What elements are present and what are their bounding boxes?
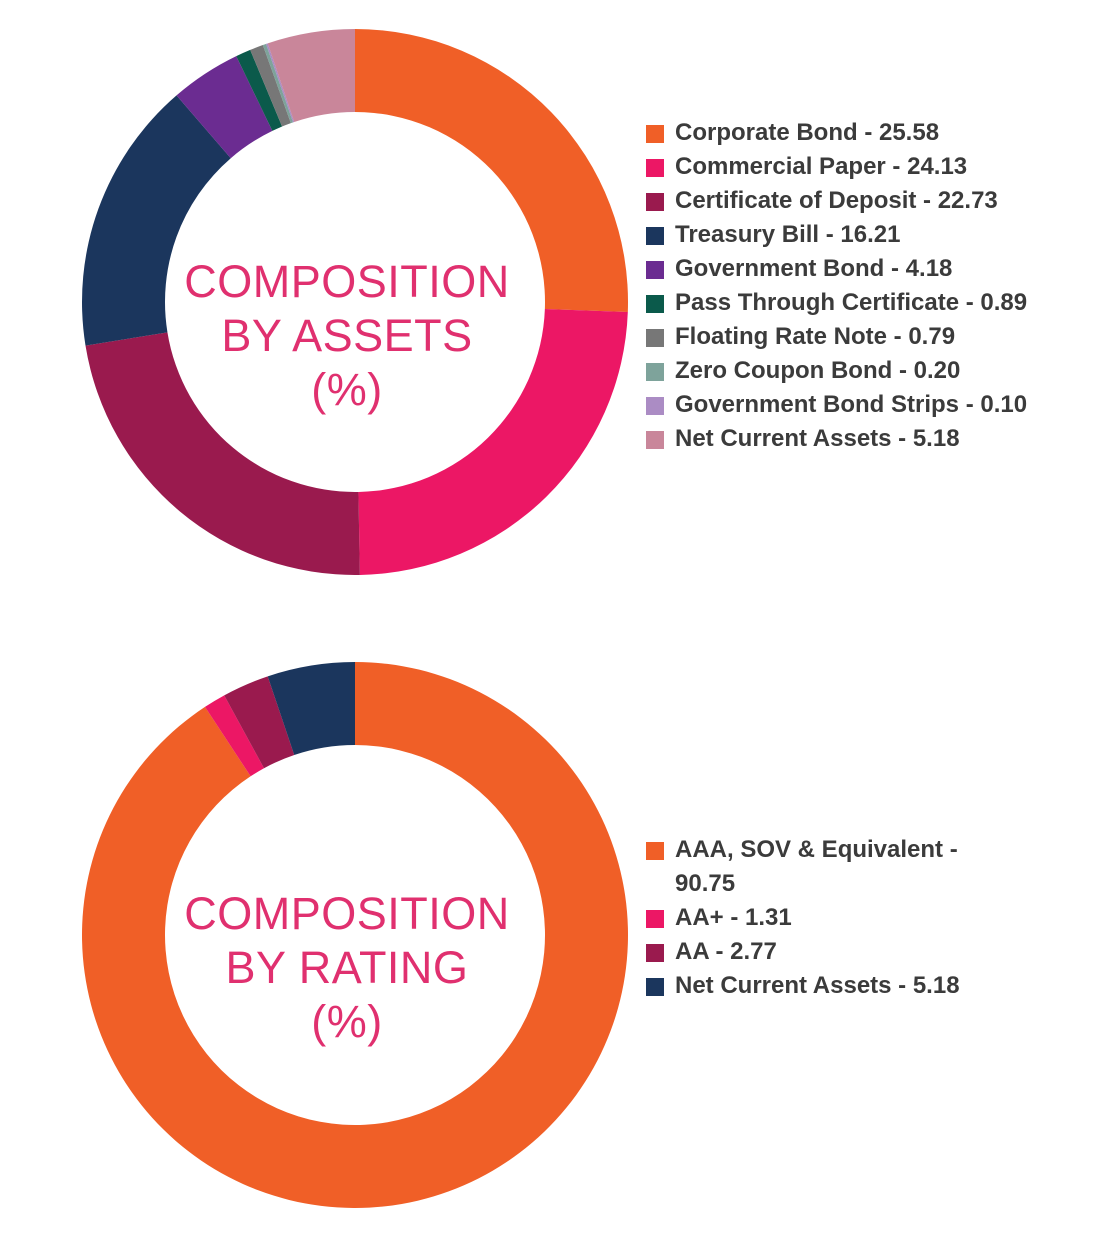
assets-legend-label: Zero Coupon Bond - 0.20 — [675, 357, 961, 384]
rating-legend-item: AA - 2.77 — [646, 935, 995, 969]
assets-legend-label: Certificate of Deposit - 22.73 — [675, 187, 998, 214]
assets-slice-floating-rate-note — [250, 45, 291, 127]
assets-legend-swatch — [646, 159, 664, 177]
assets-legend-label: Treasury Bill - 16.21 — [675, 221, 901, 248]
rating-title-line-1: COMPOSITION — [184, 888, 510, 939]
assets-legend-label: Net Current Assets - 5.18 — [675, 425, 960, 452]
assets-slice-net-current-assets — [267, 29, 355, 122]
assets-slice-corporate-bond — [355, 29, 628, 312]
assets-legend-item: Treasury Bill - 16.21 — [646, 218, 1027, 252]
rating-legend-label: AA - 2.77 — [675, 938, 777, 965]
assets-composition-chart: COMPOSITION BY ASSETS (%) Corporate Bond… — [0, 0, 1112, 620]
rating-slice-net-current-assets — [267, 662, 355, 755]
rating-donut — [82, 662, 628, 1208]
assets-legend-swatch — [646, 397, 664, 415]
rating-legend-label: AAA, SOV & Equivalent - 90.75 — [675, 836, 958, 897]
rating-legend-item: Net Current Assets - 5.18 — [646, 969, 995, 1003]
rating-chart-title: COMPOSITION BY RATING (%) — [147, 887, 547, 1049]
rating-legend-item: AAA, SOV & Equivalent - 90.75 — [646, 833, 995, 901]
assets-legend-label: Government Bond - 4.18 — [675, 255, 953, 282]
assets-slice-zero-coupon-bond — [262, 43, 294, 124]
assets-title-line-1: COMPOSITION — [184, 256, 510, 307]
rating-title-line-2: BY RATING — [225, 942, 469, 993]
rating-legend: AAA, SOV & Equivalent - 90.75 AA+ - 1.31 A… — [646, 833, 995, 1003]
assets-slice-certificate-of-deposit — [85, 332, 360, 575]
assets-legend: Corporate Bond - 25.58 Commercial Paper -… — [646, 116, 1027, 456]
rating-legend-item: AA+ - 1.31 — [646, 901, 995, 935]
rating-legend-label: AA+ - 1.31 — [675, 904, 792, 931]
assets-legend-item: Commercial Paper - 24.13 — [646, 150, 1027, 184]
assets-legend-swatch — [646, 431, 664, 449]
rating-slice-aa — [204, 695, 264, 777]
assets-legend-swatch — [646, 295, 664, 313]
assets-title-line-3: (%) — [311, 364, 383, 415]
assets-chart-title: COMPOSITION BY ASSETS (%) — [147, 255, 547, 417]
assets-legend-swatch — [646, 193, 664, 211]
assets-donut — [81, 29, 628, 575]
assets-legend-item: Certificate of Deposit - 22.73 — [646, 184, 1027, 218]
rating-slice-aa — [224, 676, 295, 769]
assets-slice-treasury-bill — [81, 95, 231, 346]
assets-legend-item: Corporate Bond - 25.58 — [646, 116, 1027, 150]
assets-slice-commercial-paper — [358, 308, 628, 575]
assets-legend-item: Net Current Assets - 5.18 — [646, 422, 1027, 456]
assets-title-line-2: BY ASSETS — [221, 310, 473, 361]
assets-legend-item: Government Bond - 4.18 — [646, 252, 1027, 286]
assets-legend-item: Government Bond Strips - 0.10 — [646, 388, 1027, 422]
rating-legend-swatch — [646, 978, 664, 996]
rating-title-line-3: (%) — [311, 996, 383, 1047]
rating-legend-label: Net Current Assets - 5.18 — [675, 972, 960, 999]
assets-legend-label: Government Bond Strips - 0.10 — [675, 391, 1028, 418]
assets-legend-item: Pass Through Certificate - 0.89 — [646, 286, 1027, 320]
assets-legend-label: Commercial Paper - 24.13 — [675, 153, 968, 180]
assets-legend-item: Zero Coupon Bond - 0.20 — [646, 354, 1027, 388]
assets-slice-government-bond-strips — [266, 43, 295, 123]
rating-legend-swatch — [646, 944, 664, 962]
rating-composition-chart: COMPOSITION BY RATING (%) AAA, SOV & Equ… — [0, 620, 1112, 1247]
assets-legend-swatch — [646, 125, 664, 143]
assets-legend-label: Corporate Bond - 25.58 — [675, 119, 940, 146]
rating-legend-swatch — [646, 910, 664, 928]
assets-legend-swatch — [646, 227, 664, 245]
assets-legend-swatch — [646, 329, 664, 347]
assets-slice-government-bond — [176, 56, 273, 159]
assets-legend-label: Floating Rate Note - 0.79 — [675, 323, 956, 350]
rating-legend-swatch — [646, 842, 664, 860]
rating-slice-aaa-sov-equivalent — [82, 662, 628, 1208]
assets-legend-item: Floating Rate Note - 0.79 — [646, 320, 1027, 354]
assets-slice-pass-through-certificate — [236, 49, 283, 131]
assets-legend-swatch — [646, 363, 664, 381]
assets-legend-label: Pass Through Certificate - 0.89 — [675, 289, 1028, 316]
assets-legend-swatch — [646, 261, 664, 279]
